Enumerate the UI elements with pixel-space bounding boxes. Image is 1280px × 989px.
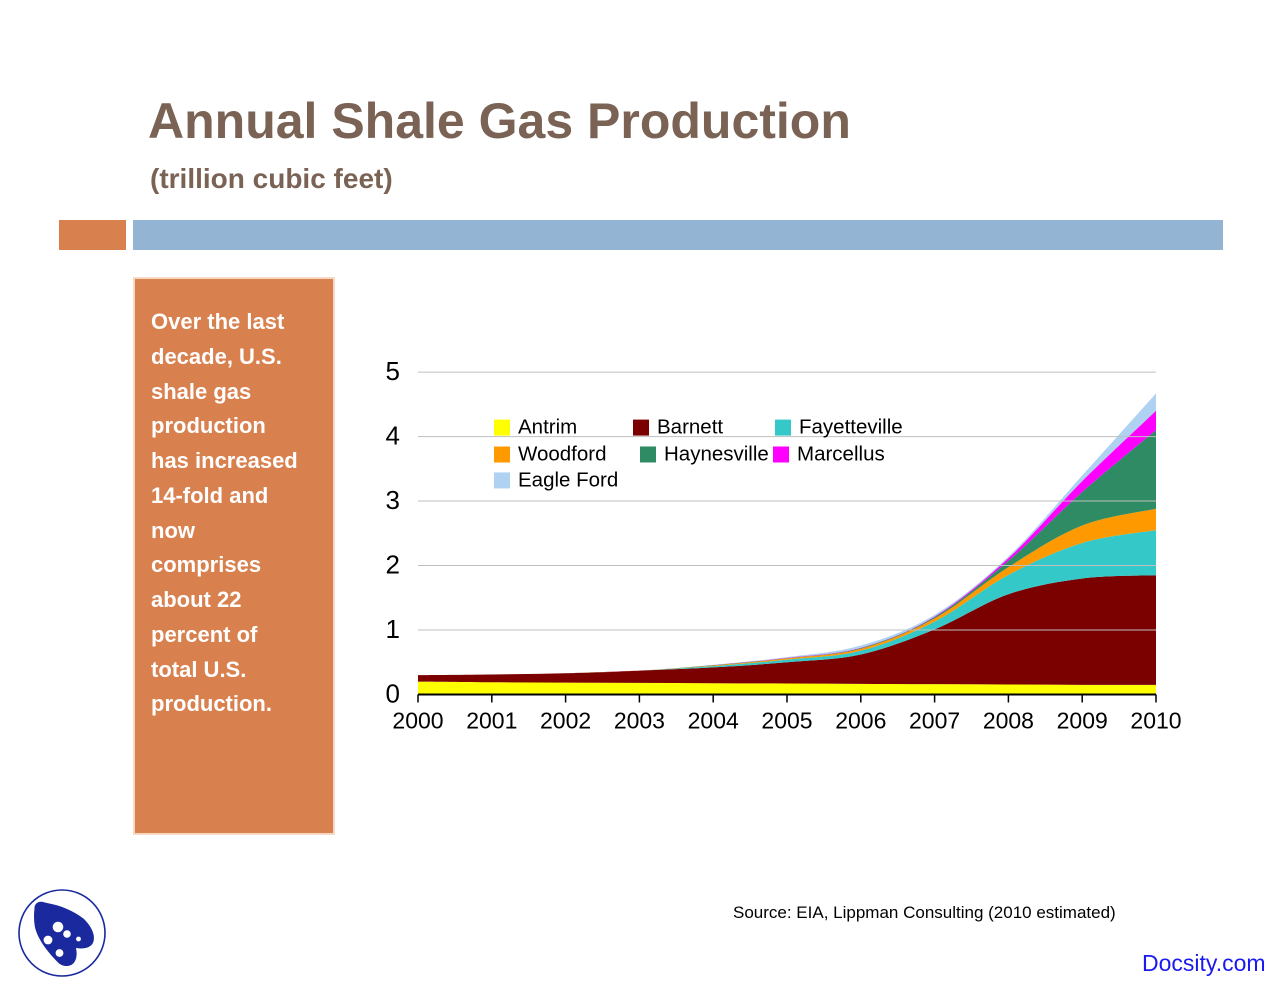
svg-text:2000: 2000 xyxy=(392,708,443,734)
svg-text:Antrim: Antrim xyxy=(518,416,577,439)
svg-text:2007: 2007 xyxy=(909,708,960,734)
svg-text:Barnett: Barnett xyxy=(657,416,723,439)
svg-text:3: 3 xyxy=(386,485,400,515)
svg-text:Haynesville: Haynesville xyxy=(664,443,769,466)
svg-text:5: 5 xyxy=(386,356,400,386)
svg-text:2008: 2008 xyxy=(983,708,1034,734)
svg-text:2001: 2001 xyxy=(466,708,517,734)
svg-text:0: 0 xyxy=(386,679,400,709)
svg-text:2006: 2006 xyxy=(835,708,886,734)
svg-text:2: 2 xyxy=(386,550,400,580)
svg-text:2010: 2010 xyxy=(1130,708,1181,734)
svg-text:2009: 2009 xyxy=(1057,708,1108,734)
svg-text:Woodford: Woodford xyxy=(518,443,607,466)
svg-text:2005: 2005 xyxy=(761,708,812,734)
svg-text:2004: 2004 xyxy=(688,708,739,734)
svg-text:Eagle Ford: Eagle Ford xyxy=(518,468,618,491)
svg-text:4: 4 xyxy=(386,421,400,451)
svg-text:Fayetteville: Fayetteville xyxy=(799,416,903,439)
svg-text:Marcellus: Marcellus xyxy=(797,443,885,466)
svg-text:2003: 2003 xyxy=(614,708,665,734)
svg-text:1: 1 xyxy=(386,614,400,644)
svg-text:2002: 2002 xyxy=(540,708,591,734)
